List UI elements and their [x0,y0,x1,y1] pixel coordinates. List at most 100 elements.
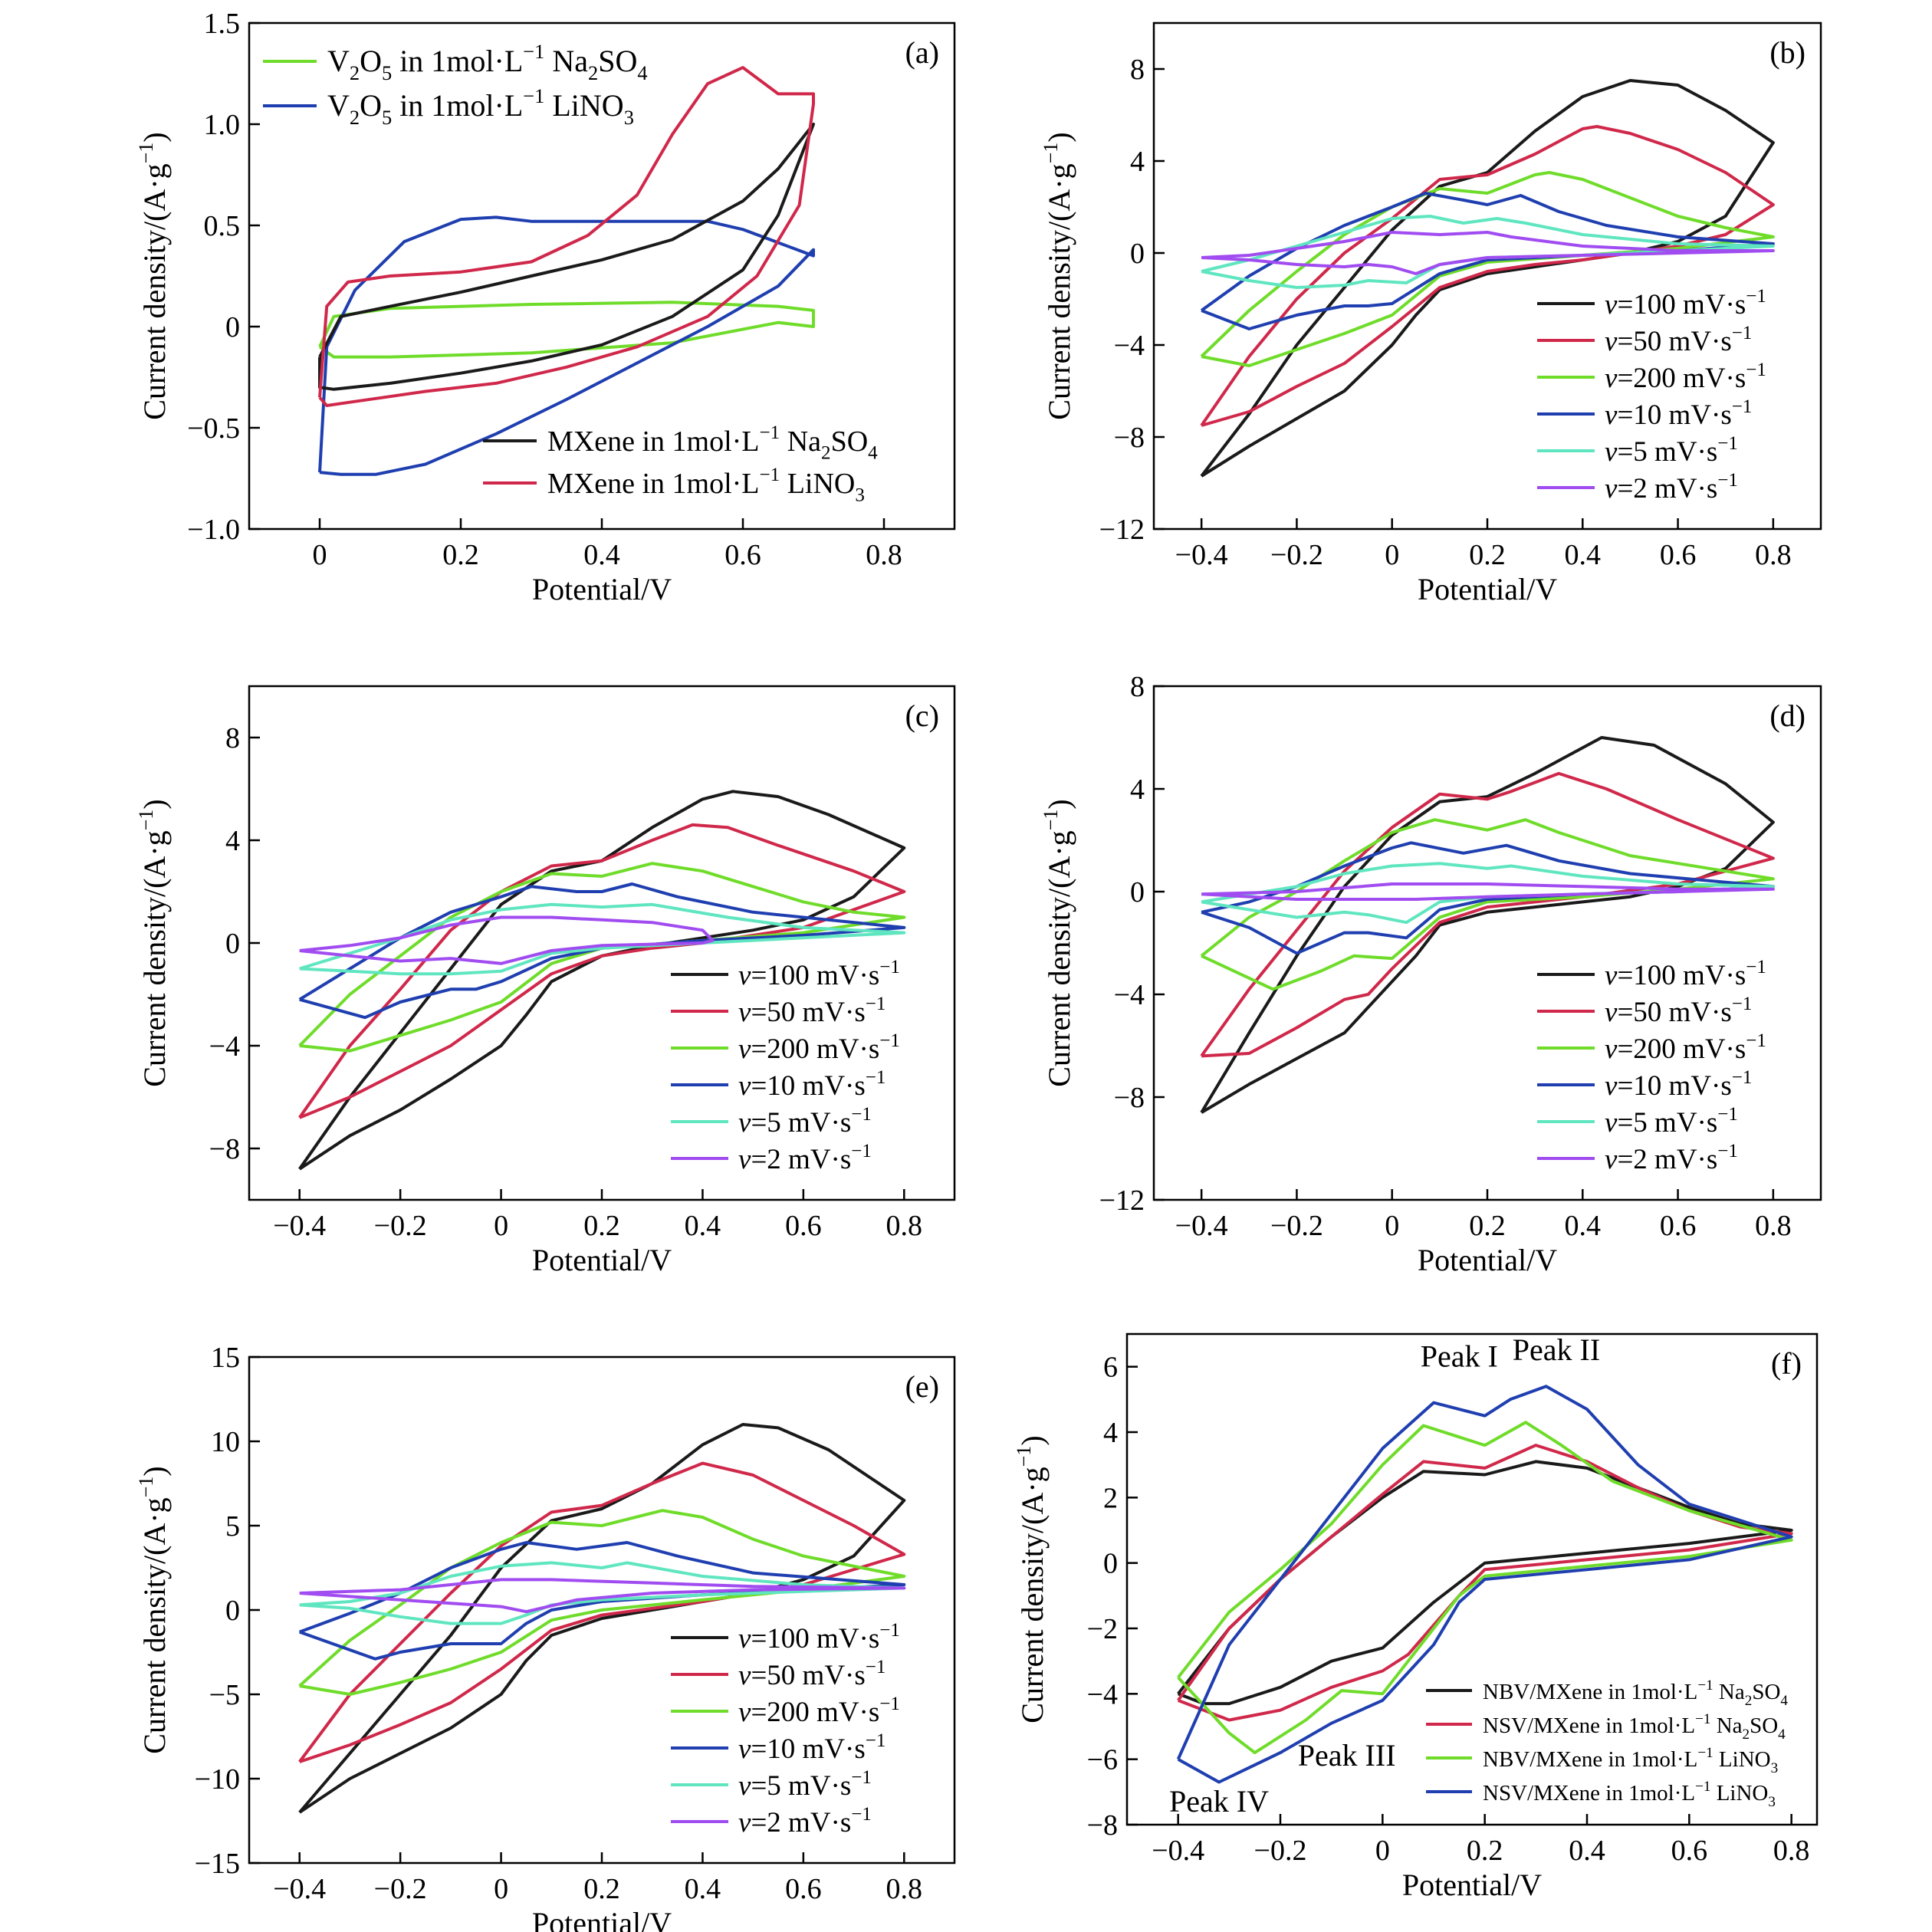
series-line-green [298,1509,906,1696]
annotation-peak-iii: Peak III [1298,1738,1396,1773]
y-tick-label: 1.5 [204,8,241,40]
x-tick-label: 0.6 [785,1873,822,1905]
x-tick-label: 0.8 [1755,1210,1792,1242]
x-tick-label: 0.4 [685,1873,721,1905]
x-tick-label: 0.6 [1660,539,1697,571]
y-tick-label: 0 [1130,876,1145,909]
y-tick-label: 4 [1130,146,1145,178]
panel-d: −0.4 −0.2 0 0.2 0.4 0.6 0.8 −12 −8 −4 0 4 8 Potential… [1040,671,1822,1277]
y-tick-label: 4 [1130,774,1145,806]
y-tick-label: −4 [1087,1678,1118,1710]
legend-entry: MXene in 1mol·L−1 LiNO3 [547,465,865,506]
x-tick-label: 0.8 [1773,1835,1810,1867]
y-tick-label: 2 [1103,1482,1118,1514]
series-line-green [1177,1421,1793,1755]
x-tick-label: 0.6 [1660,1210,1697,1242]
y-tick-label: −8 [1114,422,1145,454]
legend-entry: v=5 mV·s−1 [1605,1104,1738,1138]
legend-entry: v=200 mV·s−1 [738,1030,900,1065]
x-tick-label: 0.2 [442,539,479,571]
x-tick-label: 0.8 [886,1210,923,1242]
y-axis-label: Current density/(A·g−1) [135,799,172,1086]
legend-entry: v=200 mV·s−1 [1605,1030,1766,1065]
y-axis-label: Current density/(A·g−1) [135,1466,172,1753]
series-line-black [1177,1460,1793,1706]
annotation-peak-i: Peak I [1421,1339,1498,1374]
series-line-red [1200,771,1775,1058]
y-tick-label: −4 [209,1030,240,1063]
x-tick-label: 0.2 [583,1210,620,1242]
y-tick-label: −0.5 [187,412,240,445]
x-axis-label: Potential/V [1418,1243,1557,1277]
legend-entry: v=10 mV·s−1 [738,1730,886,1765]
series-group [298,1423,906,1814]
y-tick-label: 0 [1130,238,1145,270]
y-tick-label: −8 [1114,1082,1145,1114]
x-tick-label: −0.2 [1270,1210,1323,1242]
series-line-black [298,1423,906,1814]
y-axis-label: Current density/(A·g−1) [1040,799,1076,1086]
y-tick-label: 8 [1130,671,1145,703]
y-tick-label: 0 [225,928,240,960]
series-line-blue [298,882,906,1020]
x-tick-label: −0.2 [374,1873,427,1905]
y-tick-label: 0.5 [204,210,241,242]
y-tick-label: 10 [211,1426,240,1458]
legend-entry: NBV/MXene in 1mol·L−1 LiNO3 [1483,1745,1778,1776]
legend-entry: v=100 mV·s−1 [1605,286,1766,320]
y-tick-label: 0 [1103,1548,1118,1580]
x-tick-label: 0 [1385,1210,1399,1242]
legend-entry: v=5 mV·s−1 [738,1767,872,1802]
y-tick-label: −10 [195,1763,240,1796]
legend-entry: v=5 mV·s−1 [738,1104,872,1138]
series-group [298,790,906,1171]
series-line-blue [1200,192,1775,330]
panel-label: (a) [905,35,939,70]
annotation-peak-ii: Peak II [1513,1332,1600,1367]
legend-entry: v=50 mV·s−1 [1605,323,1752,357]
series-line-cyan [299,902,906,976]
y-tick-label: −5 [209,1679,240,1711]
y-tick-label: 8 [1130,54,1145,86]
y-tick-label: 0 [225,1595,240,1627]
legend-entry: NSV/MXene in 1mol·L−1 LiNO3 [1483,1779,1776,1810]
legend-entry: v=2 mV·s−1 [738,1804,872,1838]
legend-entry: v=50 mV·s−1 [738,1657,886,1691]
legend-entry: v=2 mV·s−1 [738,1141,872,1175]
plot-frame [1125,1332,1819,1826]
legend-entry: v=50 mV·s−1 [1605,994,1752,1028]
legend-entry: v=10 mV·s−1 [738,1067,886,1102]
legend-entry: v=2 mV·s−1 [1605,1141,1738,1175]
panel-a: 0 0.2 0.4 0.6 0.8 −1.0 −0.5 0 0.5 1.0 1.5 Potential… [135,8,956,606]
x-tick-label: 0.4 [685,1210,721,1242]
panel-c: −0.4 −0.2 0 0.2 0.4 0.6 0.8 −8 −4 0 4 8 Potential/V C… [135,685,956,1277]
legend-entry: NSV/MXene in 1mol·L−1 Na2SO4 [1483,1711,1786,1743]
legend-entry: v=50 mV·s−1 [738,994,886,1028]
y-tick-label: −4 [1114,979,1145,1011]
x-axis-label: Potential/V [532,1243,672,1277]
x-tick-label: 0.6 [785,1210,822,1242]
legend-entry: v=200 mV·s−1 [738,1694,900,1728]
x-tick-label: 0.2 [1469,539,1506,571]
series-line-blue [299,1541,906,1661]
x-tick-label: −0.4 [273,1873,326,1905]
y-tick-label: −12 [1099,1184,1145,1217]
y-tick-label: 1.0 [204,109,241,141]
series-line-black [1200,79,1775,478]
panel-f: −0.4 −0.2 0 0.2 0.4 0.6 0.8 −8 −6 −4 −2 0 2 4 6 Potenti… [1013,1332,1819,1902]
y-tick-label: −1.0 [187,514,240,546]
legend-entry: MXene in 1mol·L−1 Na2SO4 [547,422,878,464]
x-tick-label: 0.4 [1569,1835,1605,1867]
x-tick-label: 0.4 [1565,1210,1602,1242]
x-tick-label: −0.2 [374,1210,427,1242]
series-line-red [298,823,906,1119]
annotation-peak-iv: Peak IV [1169,1784,1269,1819]
panel-b: −0.4 −0.2 0 0.2 0.4 0.6 0.8 −12 −8 −4 0 4 8 Potential… [1040,21,1822,606]
x-axis-label: Potential/V [532,1906,672,1932]
legend-entry: v=5 mV·s−1 [1605,433,1738,468]
y-tick-label: −8 [1087,1809,1118,1842]
x-tick-label: 0 [1375,1835,1390,1867]
x-axis-label: Potential/V [1402,1868,1542,1902]
legend-entry: v=2 mV·s−1 [1605,470,1738,504]
